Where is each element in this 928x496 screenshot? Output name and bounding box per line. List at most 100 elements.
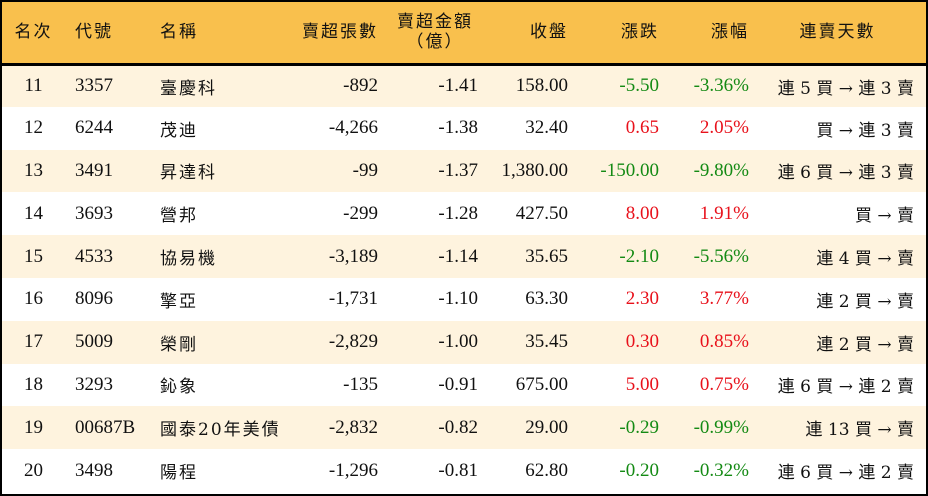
header-net-sell-lots[interactable]: 賣超張數	[280, 2, 378, 66]
rank-cell: 15	[24, 245, 43, 267]
name-cell[interactable]: 陽程	[160, 463, 198, 484]
close-price-cell: 35.45	[525, 331, 568, 353]
change-cell: 5.00	[625, 373, 659, 395]
net-sell-amount-cell: -1.28	[438, 202, 478, 224]
streak-cell: 連 2 買 → 賣	[816, 334, 914, 355]
net-sell-amount-cell: -1.00	[438, 331, 478, 353]
name-cell[interactable]: 臺慶科	[160, 78, 217, 99]
change-pct-cell: 2.05%	[699, 117, 749, 139]
code-cell[interactable]: 8096	[75, 288, 113, 310]
net-sell-lots-cell: -99	[352, 159, 378, 181]
net-sell-amount-cell: -0.82	[438, 416, 478, 438]
table-row[interactable]: 13 3491 昇達科 -99 -1.37 1,380.00 -150.00 -…	[2, 149, 926, 193]
header-close[interactable]: 收盤	[478, 2, 568, 66]
change-cell: 8.00	[625, 202, 659, 224]
name-cell[interactable]: 擎亞	[160, 291, 198, 312]
code-cell[interactable]: 6244	[75, 117, 113, 139]
streak-cell: 買 → 賣	[854, 206, 914, 227]
name-cell[interactable]: 國泰20年美債	[160, 420, 281, 441]
net-sell-amount-cell: -0.91	[438, 373, 478, 395]
code-cell[interactable]: 4533	[75, 245, 113, 267]
name-cell[interactable]: 昇達科	[160, 163, 217, 184]
close-price-cell: 63.30	[525, 288, 568, 310]
change-pct-cell: -5.56%	[693, 245, 749, 267]
table-row[interactable]: 18 3293 鈊象 -135 -0.91 675.00 5.00 0.75% …	[2, 363, 926, 407]
code-cell[interactable]: 3293	[75, 373, 113, 395]
close-price-cell: 675.00	[515, 373, 568, 395]
header-change[interactable]: 漲跌	[568, 2, 659, 66]
rank-cell: 11	[24, 75, 43, 97]
change-pct-cell: -3.36%	[693, 75, 749, 97]
change-cell: -0.20	[619, 459, 659, 481]
name-cell[interactable]: 鈊象	[160, 377, 198, 398]
code-cell[interactable]: 3491	[75, 159, 113, 181]
streak-cell: 連 2 買 → 賣	[816, 291, 914, 312]
rank-cell: 18	[24, 373, 43, 395]
net-sell-lots-cell: -1,731	[328, 288, 378, 310]
header-net-sell-amount[interactable]: 賣超金額 （億）	[378, 2, 478, 66]
header-row: 名次 代號 名稱 賣超張數 賣超金額 （億） 收盤 漲跌 漲幅 連賣天數	[2, 2, 926, 66]
table-row[interactable]: 17 5009 榮剛 -2,829 -1.00 35.45 0.30 0.85%…	[2, 320, 926, 364]
net-sell-amount-cell: -1.14	[438, 245, 478, 267]
name-cell[interactable]: 營邦	[160, 206, 198, 227]
streak-cell: 連 6 買 → 連 2 賣	[777, 463, 914, 484]
rank-cell: 16	[24, 288, 43, 310]
streak-cell: 連 6 買 → 連 2 賣	[777, 377, 914, 398]
table-row[interactable]: 20 3498 陽程 -1,296 -0.81 62.80 -0.20 -0.3…	[2, 449, 926, 492]
table-row[interactable]: 11 3357 臺慶科 -892 -1.41 158.00 -5.50 -3.3…	[2, 64, 926, 107]
streak-cell: 連 13 買 → 賣	[805, 420, 915, 441]
net-sell-lots-cell: -2,829	[328, 331, 378, 353]
header-net-sell-amount-line1: 賣超金額	[397, 12, 473, 33]
streak-cell: 連 5 買 → 連 3 賣	[777, 78, 914, 99]
streak-cell: 連 4 買 → 賣	[816, 249, 914, 270]
header-code[interactable]: 代號	[65, 2, 150, 66]
net-sell-lots-cell: -135	[343, 373, 378, 395]
change-pct-cell: 3.77%	[699, 288, 749, 310]
close-price-cell: 62.80	[525, 459, 568, 481]
table-row[interactable]: 12 6244 茂迪 -4,266 -1.38 32.40 0.65 2.05%…	[2, 106, 926, 150]
header-streak[interactable]: 連賣天數	[749, 2, 926, 66]
close-price-cell: 427.50	[515, 202, 568, 224]
change-cell: -0.29	[619, 416, 659, 438]
change-pct-cell: 1.91%	[699, 202, 749, 224]
change-cell: -2.10	[619, 245, 659, 267]
name-cell[interactable]: 協易機	[160, 249, 217, 270]
net-sell-amount-cell: -1.10	[438, 288, 478, 310]
rank-cell: 12	[24, 117, 43, 139]
change-cell: 0.30	[625, 331, 659, 353]
table-row[interactable]: 16 8096 擎亞 -1,731 -1.10 63.30 2.30 3.77%…	[2, 277, 926, 321]
change-pct-cell: -9.80%	[693, 159, 749, 181]
rank-cell: 20	[24, 459, 43, 481]
rank-cell: 14	[24, 202, 43, 224]
table-row[interactable]: 19 00687B 國泰20年美債 -2,832 -0.82 29.00 -0.…	[2, 406, 926, 450]
rank-cell: 17	[24, 331, 43, 353]
net-sell-amount-cell: -1.38	[438, 117, 478, 139]
rank-cell: 19	[24, 416, 43, 438]
code-cell[interactable]: 3357	[75, 75, 113, 97]
table-row[interactable]: 14 3693 營邦 -299 -1.28 427.50 8.00 1.91% …	[2, 192, 926, 236]
name-cell[interactable]: 榮剛	[160, 334, 198, 355]
change-cell: -5.50	[619, 75, 659, 97]
code-cell[interactable]: 3693	[75, 202, 113, 224]
change-pct-cell: 0.85%	[699, 331, 749, 353]
net-sell-amount-cell: -1.41	[438, 75, 478, 97]
change-cell: -150.00	[600, 159, 659, 181]
name-cell[interactable]: 茂迪	[160, 120, 198, 141]
table-row[interactable]: 15 4533 協易機 -3,189 -1.14 35.65 -2.10 -5.…	[2, 235, 926, 278]
header-rank[interactable]: 名次	[2, 2, 65, 66]
header-net-sell-amount-unit: （億）	[406, 32, 464, 53]
net-sell-lots-cell: -299	[343, 202, 378, 224]
header-name[interactable]: 名稱	[150, 2, 280, 66]
code-cell[interactable]: 3498	[75, 459, 113, 481]
net-sell-lots-cell: -2,832	[328, 416, 378, 438]
code-cell[interactable]: 5009	[75, 331, 113, 353]
change-pct-cell: -0.32%	[693, 459, 749, 481]
header-change-pct[interactable]: 漲幅	[659, 2, 749, 66]
close-price-cell: 35.65	[525, 245, 568, 267]
close-price-cell: 1,380.00	[501, 159, 569, 181]
change-pct-cell: 0.75%	[699, 373, 749, 395]
streak-cell: 連 6 買 → 連 3 賣	[777, 163, 914, 184]
net-sell-lots-cell: -892	[343, 75, 378, 97]
code-cell[interactable]: 00687B	[75, 416, 136, 438]
